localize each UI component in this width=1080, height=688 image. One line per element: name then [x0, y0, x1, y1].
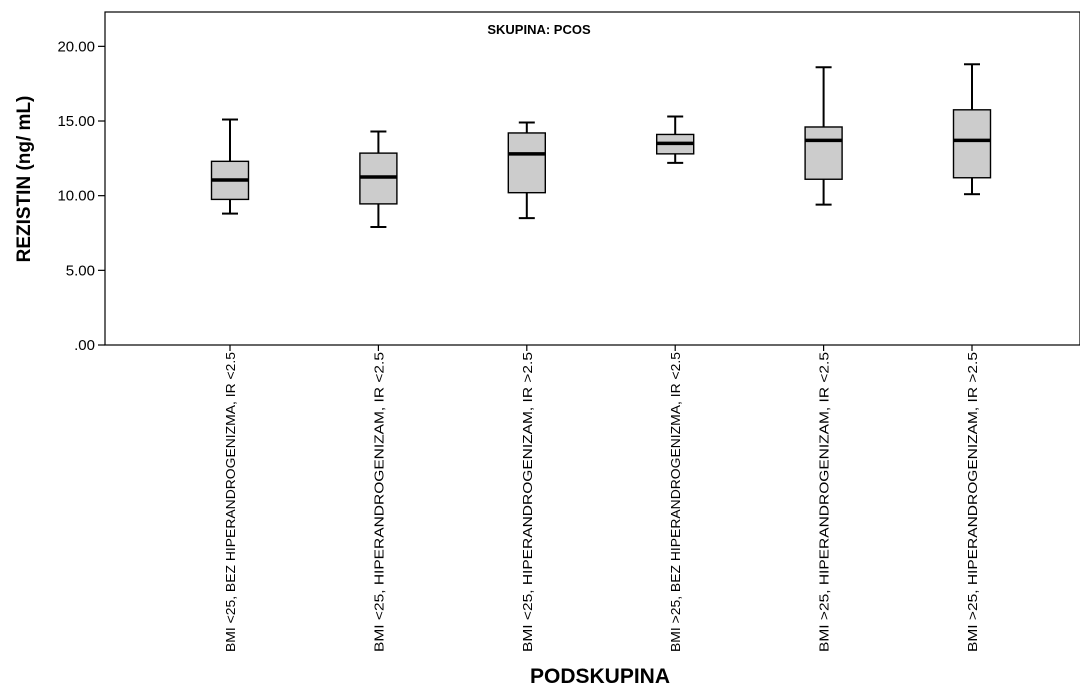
box-4 — [656, 115, 695, 351]
x-category-label: BMI >25, BEZ HIPERANDROGENIZMA, IR <2.5 — [668, 352, 683, 652]
box-5 — [804, 66, 843, 351]
x-category-label: BMI >25, HIPERANDROGENIZAM, IR <2.5 — [817, 352, 832, 652]
iqr-box — [804, 126, 843, 180]
y-tick-label: 20.00 — [57, 38, 95, 55]
x-category-label: BMI <25, HIPERANDROGENIZAM, IR >2.5 — [520, 352, 535, 652]
box-1 — [210, 118, 250, 351]
y-tick-label: 10.00 — [57, 188, 95, 205]
y-tick-label: 15.00 — [57, 113, 95, 130]
chart-title: SKUPINA: PCOS — [487, 22, 591, 37]
boxes-group — [210, 63, 992, 351]
box-3 — [507, 121, 546, 351]
x-category-label: BMI >25, HIPERANDROGENIZAM, IR >2.5 — [965, 352, 980, 652]
y-axis: .00 5.00 10.00 15.00 20.00 — [57, 38, 105, 354]
x-category-label: BMI <25, HIPERANDROGENIZAM, IR <2.5 — [371, 352, 386, 652]
y-tick-label: 5.00 — [66, 262, 95, 279]
plot-frame — [104, 11, 1080, 346]
iqr-box — [507, 132, 546, 194]
y-axis-title: REZISTIN (ng/ mL) — [14, 96, 35, 263]
box-2 — [359, 130, 398, 351]
x-category-label: BMI <25, BEZ HIPERANDROGENIZMA, IR <2.5 — [223, 352, 238, 652]
box-6 — [952, 63, 992, 351]
y-tick-label: .00 — [74, 337, 95, 354]
x-axis-labels: BMI <25, BEZ HIPERANDROGENIZMA, IR <2.5 B… — [223, 352, 980, 652]
iqr-box — [952, 109, 992, 179]
x-axis-title: PODSKUPINA — [530, 665, 670, 688]
